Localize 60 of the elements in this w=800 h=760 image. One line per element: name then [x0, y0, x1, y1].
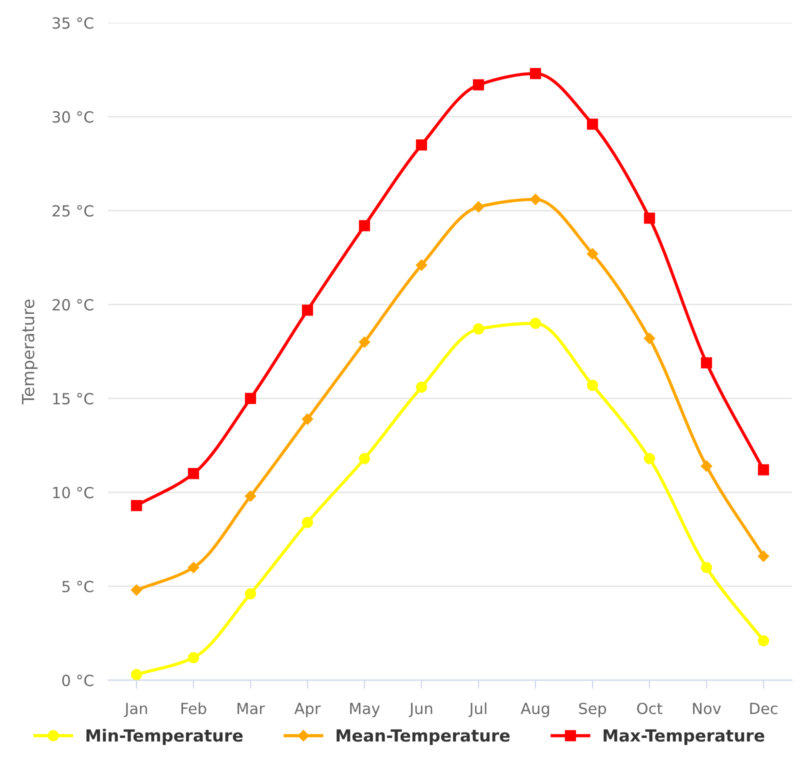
x-tick-label: Mar — [238, 702, 265, 714]
y-tick-label: 25 °C — [52, 205, 94, 217]
point — [472, 323, 484, 335]
legend-label: Min-Temperature — [86, 728, 243, 745]
x-tick-label: Nov — [693, 702, 721, 714]
point — [700, 562, 712, 574]
legend-label: Mean-Temperature — [336, 729, 510, 745]
x-tick-label: Jun — [408, 702, 432, 718]
x-tick-label: Jul — [468, 702, 486, 718]
x-tick-label: Jan — [124, 702, 147, 718]
point — [644, 332, 656, 344]
point — [472, 201, 484, 212]
x-tick-label: Feb — [181, 702, 206, 714]
point — [244, 490, 256, 502]
y-tick-label: 35 °C — [52, 17, 94, 29]
point — [358, 453, 370, 464]
y-tick-label: 10 °C — [53, 486, 94, 498]
point — [758, 550, 770, 562]
point — [644, 453, 656, 464]
point — [644, 212, 656, 224]
point — [586, 118, 598, 130]
x-tick-label: Aug — [520, 702, 550, 718]
x-tick-label: Oct — [637, 702, 662, 714]
point — [700, 460, 712, 472]
x-tick-label: Apr — [294, 702, 321, 718]
y-axis-title: Temperature — [22, 300, 38, 404]
point — [472, 79, 484, 90]
y-tick-label: 5 °C — [62, 580, 94, 592]
x-tick-label: May — [350, 702, 380, 718]
point — [700, 357, 712, 368]
point — [416, 382, 428, 393]
point — [188, 562, 200, 574]
point — [530, 68, 542, 80]
point — [416, 139, 428, 150]
y-tick-label: 30 °C — [52, 111, 94, 123]
point — [130, 584, 142, 596]
point — [416, 259, 428, 271]
point — [758, 464, 770, 476]
point — [358, 220, 370, 232]
point — [244, 588, 256, 600]
x-tick-label: Sep — [579, 702, 606, 718]
point — [586, 248, 598, 260]
point — [586, 380, 598, 391]
y-tick-label: 15 °C — [53, 392, 94, 404]
point — [530, 194, 542, 205]
point — [302, 304, 314, 316]
point — [758, 635, 770, 646]
point — [358, 336, 370, 348]
legend-label: Max-Temperature — [604, 729, 764, 745]
point — [188, 652, 200, 664]
y-tick-label: 20 °C — [52, 299, 94, 311]
point — [530, 318, 542, 329]
point — [302, 516, 314, 528]
point — [130, 669, 142, 680]
point — [302, 414, 314, 425]
point — [244, 392, 256, 404]
y-tick-label: 0 °C — [62, 674, 94, 686]
x-tick-label: Dec — [750, 702, 778, 714]
point — [130, 500, 142, 512]
point — [188, 468, 200, 480]
